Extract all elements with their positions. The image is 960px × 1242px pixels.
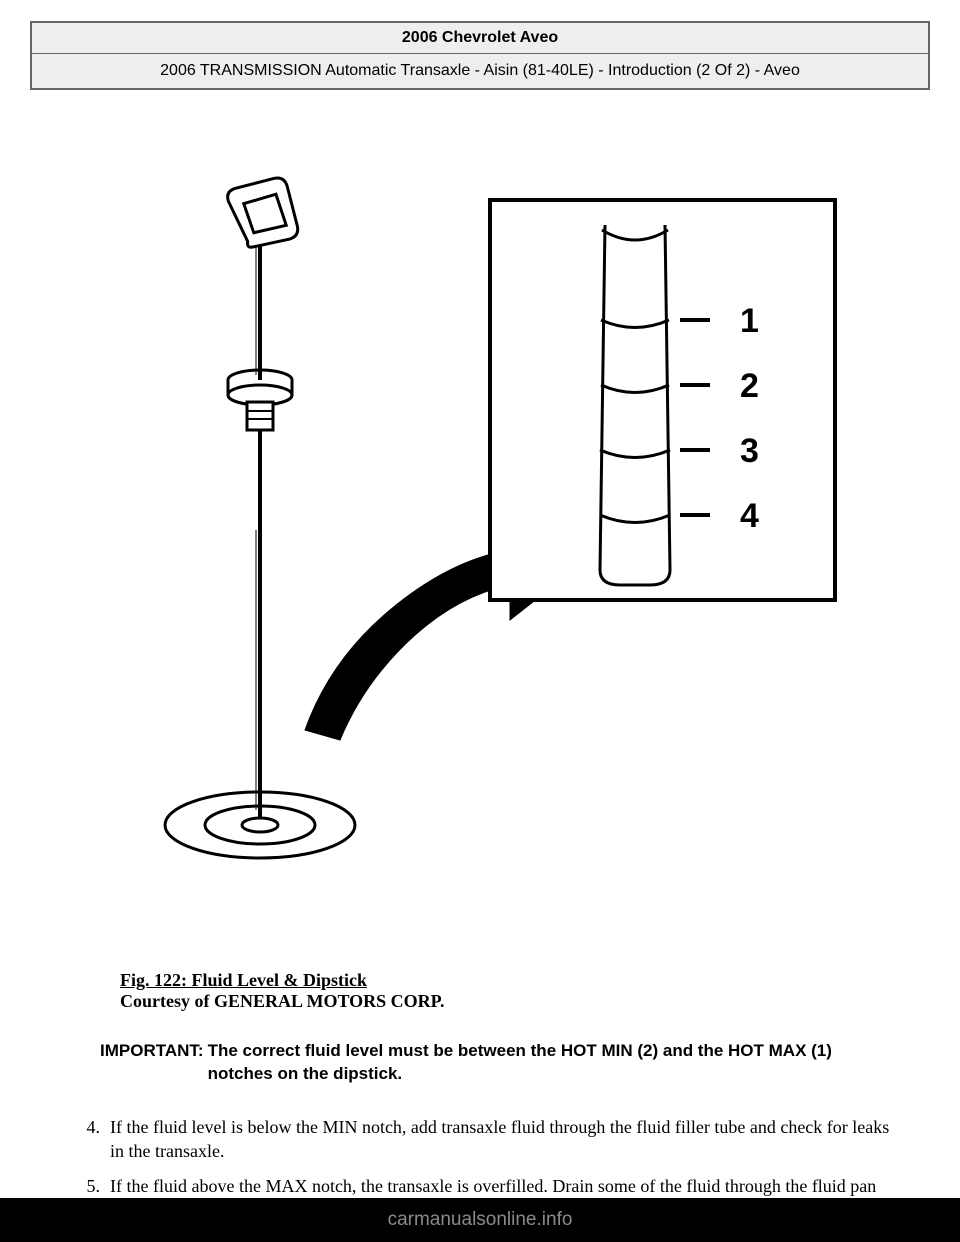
step-text: If the fluid level is below the MIN notc… [110,1115,900,1164]
page: 2006 Chevrolet Aveo 2006 TRANSMISSION Au… [0,0,960,1242]
callout-2: 2 [740,367,759,405]
figure-courtesy: Courtesy of GENERAL MOTORS CORP. [120,991,445,1012]
watermark-text: carmanualsonline.info [0,1209,960,1231]
step-number: 4. [80,1115,110,1164]
dipstick-handle [226,176,299,249]
important-text: The correct fluid level must be between … [208,1040,900,1086]
callout-3: 3 [740,432,759,470]
callout-4: 4 [740,497,759,535]
doc-subtitle: 2006 TRANSMISSION Automatic Transaxle - … [32,54,929,89]
figure-caption: Fig. 122: Fluid Level & Dipstick Courtes… [120,970,445,1012]
detail-frame [490,200,835,600]
dipstick-cap [228,230,292,430]
dipstick-diagram: 1 2 3 4 [100,170,860,890]
step-item: 4. If the fluid level is below the MIN n… [80,1115,900,1164]
header-box: 2006 Chevrolet Aveo 2006 TRANSMISSION Au… [30,21,930,90]
important-note: IMPORTANT: The correct fluid level must … [100,1040,900,1086]
figure: 1 2 3 4 [100,170,860,890]
figure-title: Fig. 122: Fluid Level & Dipstick [120,970,445,991]
header-table: 2006 Chevrolet Aveo 2006 TRANSMISSION Au… [31,22,929,89]
callout-1: 1 [740,302,759,340]
important-label: IMPORTANT: [100,1040,208,1086]
footer-band: carmanualsonline.info [0,1198,960,1242]
doc-title: 2006 Chevrolet Aveo [32,23,929,54]
